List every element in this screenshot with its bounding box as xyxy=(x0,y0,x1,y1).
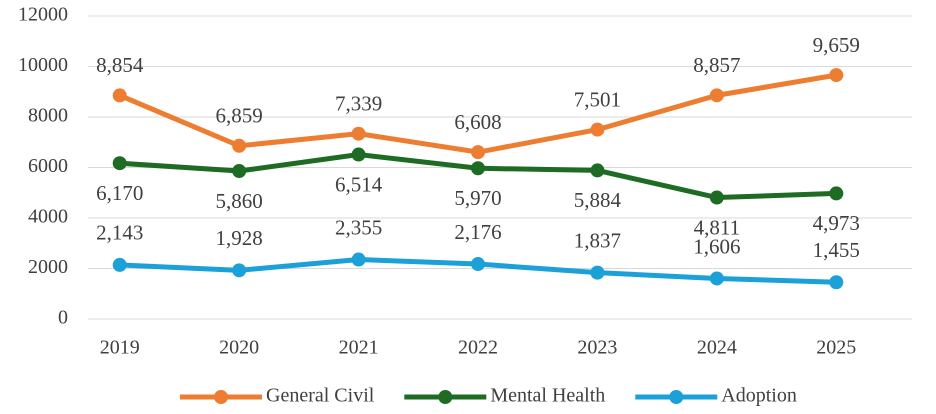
point xyxy=(829,186,844,201)
point xyxy=(829,275,844,290)
point xyxy=(471,257,485,272)
point xyxy=(471,145,485,160)
value-label: 9,659 xyxy=(813,33,860,57)
point xyxy=(232,138,247,153)
value-label: 6,170 xyxy=(96,181,143,205)
value-label: 2,143 xyxy=(96,221,143,245)
point xyxy=(351,147,366,162)
x-tick-label: 2023 xyxy=(577,337,617,359)
point xyxy=(112,156,127,171)
point xyxy=(590,122,605,137)
x-tick-label: 2024 xyxy=(697,337,737,359)
legend-marker xyxy=(214,390,228,404)
legend-marker xyxy=(669,390,684,404)
x-tick-label: 2022 xyxy=(458,337,498,359)
value-label: 1,837 xyxy=(574,228,621,252)
value-label: 8,857 xyxy=(693,53,740,77)
value-label: 8,854 xyxy=(96,53,144,77)
y-tick-label: 2000 xyxy=(28,256,68,278)
point xyxy=(112,257,127,272)
value-label: 6,859 xyxy=(216,104,263,128)
value-label: 4,973 xyxy=(813,211,860,235)
legend-marker xyxy=(438,390,453,404)
point xyxy=(590,163,605,178)
value-label: 7,501 xyxy=(574,87,621,111)
point xyxy=(112,88,127,103)
point xyxy=(829,68,844,83)
legend-label: Adoption xyxy=(721,385,797,407)
value-label: 5,860 xyxy=(216,189,263,213)
x-tick-label: 2019 xyxy=(100,337,140,359)
y-tick-label: 8000 xyxy=(28,105,68,127)
point xyxy=(232,164,247,179)
x-tick-label: 2025 xyxy=(816,337,856,359)
value-label: 7,339 xyxy=(335,92,382,116)
point xyxy=(351,126,366,141)
value-label: 1,455 xyxy=(813,238,860,262)
legend-label: General Civil xyxy=(266,385,375,407)
point xyxy=(471,161,485,176)
y-tick-label: 6000 xyxy=(28,155,68,177)
legend-label: Mental Health xyxy=(490,385,605,407)
value-label: 4,811 xyxy=(694,215,740,239)
value-label: 6,608 xyxy=(454,110,501,134)
value-label: 6,514 xyxy=(335,172,383,196)
y-tick-label: 4000 xyxy=(28,206,68,228)
point xyxy=(709,88,724,103)
point xyxy=(590,265,605,280)
point xyxy=(232,263,247,278)
point xyxy=(709,271,724,286)
value-label: 1,928 xyxy=(216,226,263,250)
value-label: 2,355 xyxy=(335,215,382,239)
x-tick-label: 2021 xyxy=(339,337,379,359)
value-label: 5,970 xyxy=(454,186,501,210)
y-tick-label: 10000 xyxy=(18,54,68,76)
value-label: 5,884 xyxy=(574,188,622,212)
y-tick-label: 0 xyxy=(58,307,68,329)
point xyxy=(709,190,724,205)
point xyxy=(351,252,366,267)
value-label: 1,606 xyxy=(693,234,740,258)
value-label: 2,176 xyxy=(454,220,501,244)
x-tick-label: 2020 xyxy=(219,337,259,359)
y-tick-label: 12000 xyxy=(18,4,68,26)
